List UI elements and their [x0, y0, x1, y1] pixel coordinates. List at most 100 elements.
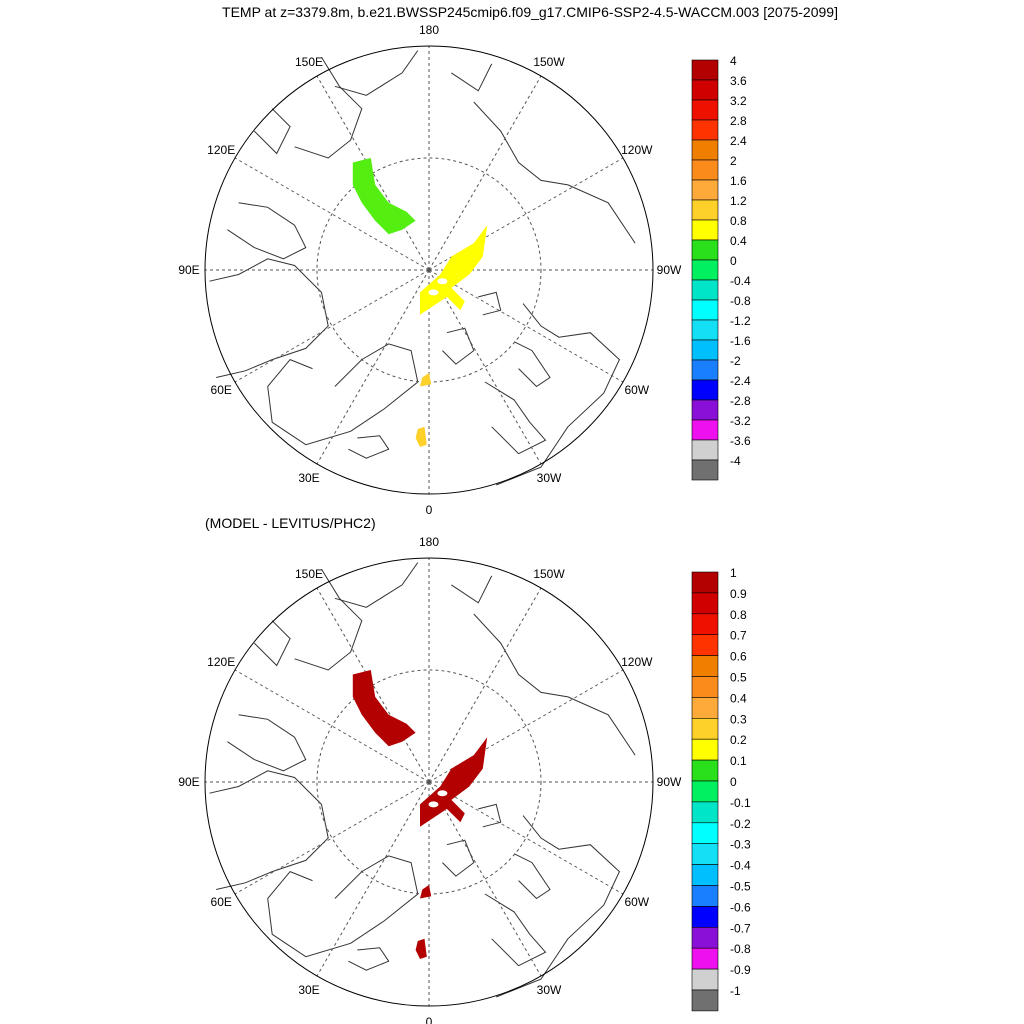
colorbar-swatch — [691, 968, 719, 991]
coastline-segment — [496, 815, 621, 998]
coastline-segment — [451, 63, 493, 92]
meridian-line — [428, 781, 542, 977]
anomaly-layer — [352, 158, 488, 447]
colorbar-swatch — [691, 199, 719, 221]
colorbar-swatch — [691, 119, 719, 141]
colorbar-swatch — [691, 655, 719, 677]
longitude-label: 30W — [537, 983, 562, 997]
longitude-label: 150W — [533, 567, 565, 581]
colorbar-swatch — [691, 319, 719, 341]
colorbar-label: 0.3 — [730, 712, 747, 726]
longitude-label: 120W — [621, 655, 653, 669]
coastline-segment — [348, 947, 390, 971]
colorbar-swatch — [691, 299, 719, 321]
meridian-line — [316, 587, 430, 783]
colorbar-label: 2.4 — [730, 134, 747, 148]
colorbar-swatch — [691, 239, 719, 261]
coastline-segment — [478, 803, 502, 828]
longitude-labels: 180 150W 150E 120W 120E 90W 90E 60W 60E 30W 30E 0 — [178, 23, 682, 517]
coastline-segment — [267, 855, 419, 958]
colorbar-label: -0.8 — [730, 294, 751, 308]
coastline-segment — [473, 613, 636, 756]
coastline-layer — [209, 50, 636, 486]
colorbar-swatch — [691, 419, 719, 441]
colorbar-swatch — [691, 822, 719, 844]
colorbar-label: -2 — [730, 354, 741, 368]
colorbar-label: 4 — [730, 54, 737, 68]
colorbar-swatch — [691, 339, 719, 361]
meridian-line — [316, 269, 430, 465]
canada-basin-anomaly — [352, 158, 416, 235]
colorbar-label: 0.6 — [730, 650, 747, 664]
coastline-segment — [473, 101, 636, 244]
longitude-label: 30E — [298, 471, 319, 485]
colorbar: 4 3.6 3.2 2.8 2.4 2 1.6 1.2 0.8 0.4 0 -0.4 -0.8 -1.2 -… — [691, 54, 751, 481]
longitude-label: 0 — [426, 1015, 433, 1024]
longitude-label: 0 — [426, 503, 433, 517]
colorbar-swatch — [691, 159, 719, 181]
coastline-segment — [209, 258, 329, 378]
longitude-label: 90E — [178, 263, 199, 277]
colorbar-swatch — [691, 179, 719, 201]
colorbar-label: 2 — [730, 154, 737, 168]
colorbar-swatch — [691, 459, 719, 481]
meridian-line — [316, 781, 430, 977]
colorbar-swatch — [691, 359, 719, 381]
coastline-segment — [348, 435, 390, 459]
colorbar-swatch — [691, 885, 719, 907]
coastline-segment — [496, 303, 621, 486]
coastline-segment — [478, 291, 502, 316]
model-panel: 180 150W 150E 120W 120E 90W 90E 60W 60E 30W 30E 0 4 3… — [178, 23, 751, 517]
longitude-label: 120E — [207, 143, 235, 157]
longitude-label: 30W — [537, 471, 562, 485]
colorbar-label: 1.2 — [730, 194, 747, 208]
longitude-label: 180 — [419, 535, 439, 549]
colorbar-swatch — [691, 439, 719, 461]
longitude-label: 150E — [295, 55, 323, 69]
meridian-line — [316, 75, 430, 271]
colorbar-swatch — [691, 676, 719, 698]
colorbar-swatch — [691, 801, 719, 824]
colorbar-swatch — [691, 759, 719, 782]
island-gap — [437, 790, 448, 797]
map-border — [204, 45, 654, 495]
colorbar-label: -2.4 — [730, 374, 751, 388]
longitude-label: 30E — [298, 983, 319, 997]
graticule — [205, 46, 653, 494]
island-gap — [428, 289, 439, 296]
greenland-sea-anomaly — [415, 938, 427, 959]
longitude-label: 180 — [419, 23, 439, 37]
colorbar-label: 1.6 — [730, 174, 747, 188]
coastline-segment — [334, 562, 419, 608]
colorbar-label: -0.9 — [730, 963, 751, 977]
coastline-segment — [267, 343, 419, 446]
meridian-line — [428, 269, 624, 383]
fram-strait-anomaly — [420, 373, 432, 387]
meridian-line — [428, 587, 542, 783]
graticule — [205, 558, 653, 1006]
coastline-segment — [209, 770, 329, 890]
colorbar-swatch — [691, 379, 719, 401]
colorbar-label: 0.9 — [730, 587, 747, 601]
colorbar-label: -0.4 — [730, 274, 751, 288]
colorbar-swatch — [691, 717, 719, 740]
longitude-label: 120E — [207, 655, 235, 669]
colorbar-label: 1 — [730, 566, 737, 580]
meridian-line — [428, 781, 624, 895]
colorbar-swatch — [691, 780, 719, 803]
colorbar-label: 0 — [730, 775, 737, 789]
colorbar-swatch — [691, 843, 719, 865]
coastline-layer — [209, 562, 636, 998]
colorbar-swatch — [691, 738, 719, 761]
meridian-line — [234, 157, 430, 271]
coastline-segment — [442, 327, 475, 365]
colorbar-label: -3.6 — [730, 434, 751, 448]
figure-title: TEMP at z=3379.8m, b.e21.BWSSP245cmip6.f… — [222, 4, 838, 20]
colorbar-label: -1.2 — [730, 314, 751, 328]
colorbar-swatch — [691, 613, 719, 635]
coastline-segment — [253, 620, 291, 667]
island-gap — [428, 801, 439, 808]
colorbar-label: 3.6 — [730, 74, 747, 88]
colorbar-swatch — [691, 399, 719, 421]
